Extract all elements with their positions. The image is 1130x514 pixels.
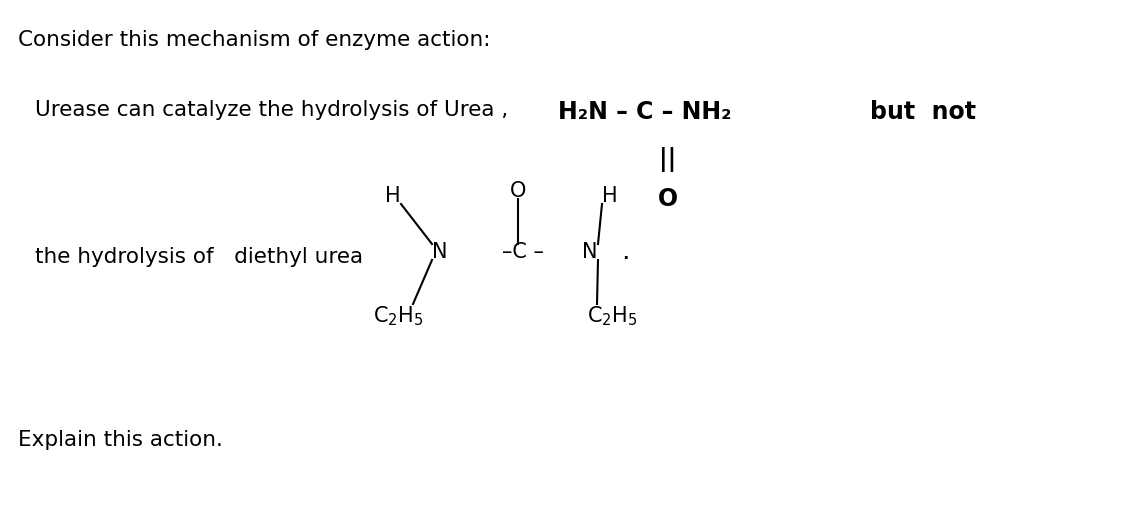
Text: N: N: [433, 242, 447, 262]
Text: O: O: [658, 187, 678, 211]
Text: H: H: [385, 186, 401, 206]
Text: H: H: [602, 186, 618, 206]
Text: the hydrolysis of   diethyl urea: the hydrolysis of diethyl urea: [35, 247, 363, 267]
Text: but  not: but not: [870, 100, 976, 124]
Text: Consider this mechanism of enzyme action:: Consider this mechanism of enzyme action…: [18, 30, 490, 50]
Text: O: O: [510, 181, 527, 201]
Text: Urease can catalyze the hydrolysis of Urea ,: Urease can catalyze the hydrolysis of Ur…: [35, 100, 508, 120]
Text: N: N: [582, 242, 598, 262]
Text: –C –: –C –: [502, 242, 544, 262]
Text: .: .: [620, 239, 629, 265]
Text: ||: ||: [660, 147, 677, 172]
Text: H₂N – C – NH₂: H₂N – C – NH₂: [558, 100, 731, 124]
Text: C$_2$H$_5$: C$_2$H$_5$: [373, 304, 424, 328]
Text: Explain this action.: Explain this action.: [18, 430, 223, 450]
Text: C$_2$H$_5$: C$_2$H$_5$: [586, 304, 637, 328]
